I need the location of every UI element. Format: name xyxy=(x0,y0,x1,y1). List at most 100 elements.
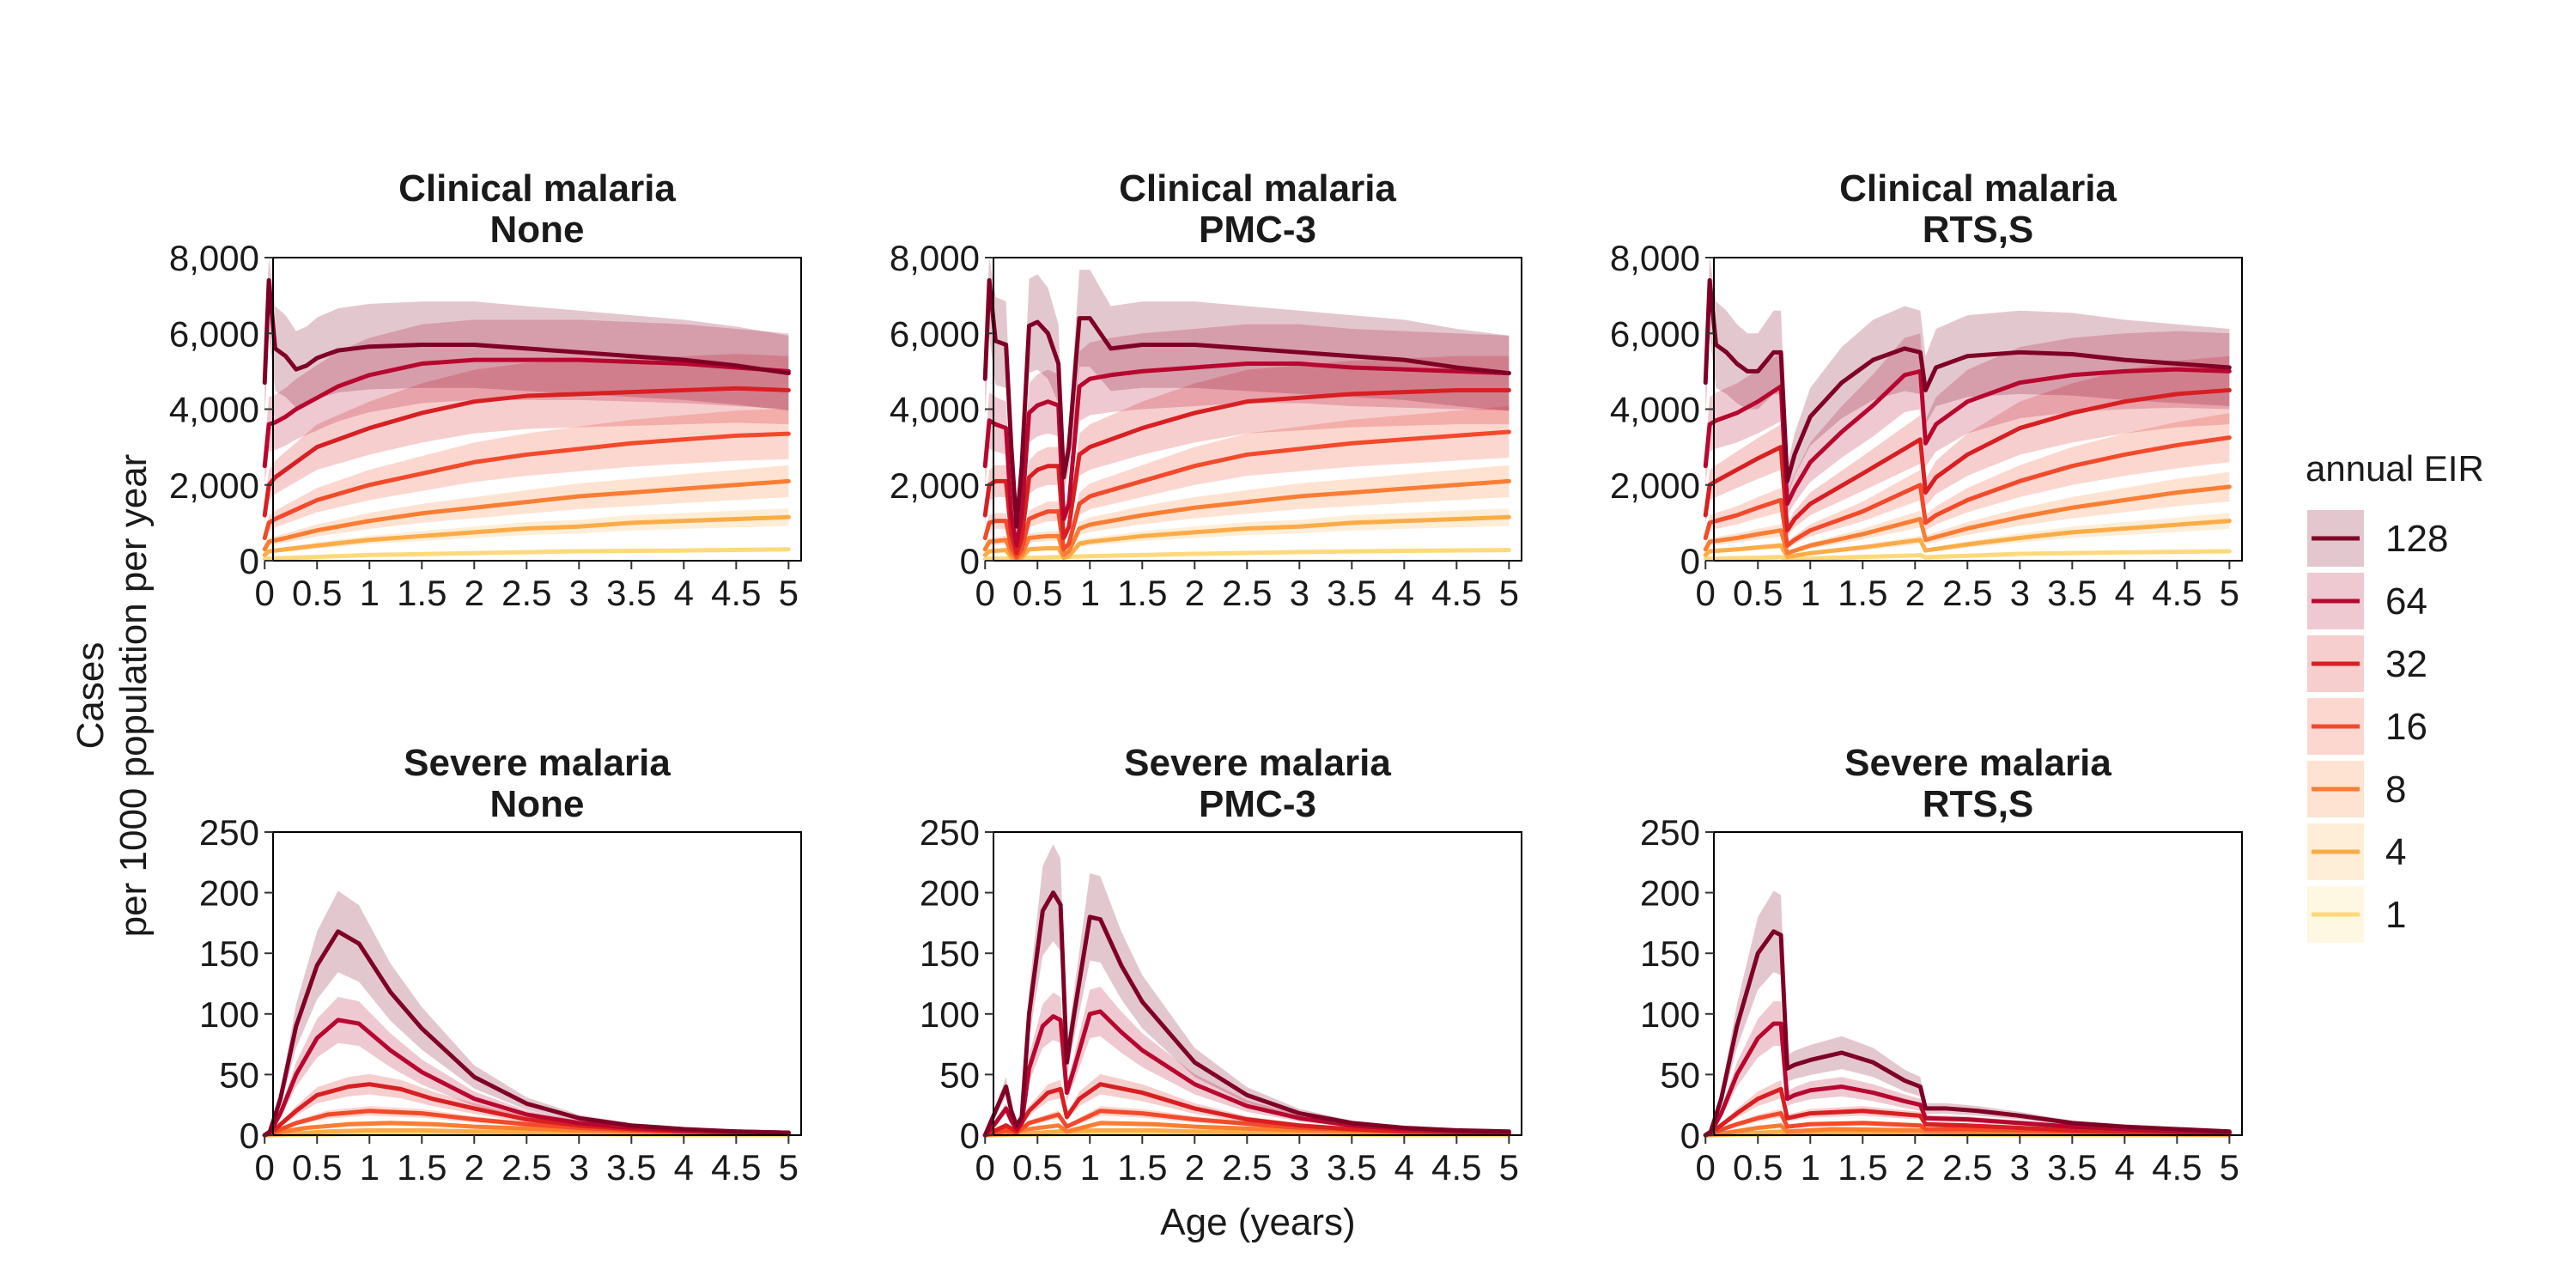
y-tick-label: 50 xyxy=(219,1054,259,1095)
y-tick-label: 50 xyxy=(1660,1054,1700,1095)
legend-item-eir-8: 8 xyxy=(2307,761,2406,817)
legend-item-eir-128: 128 xyxy=(2307,510,2448,567)
series-line-eir-8 xyxy=(982,478,1511,561)
x-tick-label: 3.5 xyxy=(2047,1147,2097,1188)
series-line-eir-8 xyxy=(262,478,791,552)
x-tick-label: 4 xyxy=(1394,1147,1414,1188)
x-tick-label: 5 xyxy=(1499,1147,1519,1188)
panel-intervention-title: RTS,S xyxy=(1923,783,2034,825)
x-tick-label: 1.5 xyxy=(397,573,447,613)
x-tick-label: 1 xyxy=(1801,1147,1820,1188)
x-tick-label: 4.5 xyxy=(2152,573,2202,613)
x-tick-label: 3.5 xyxy=(1327,573,1376,613)
series-line-eir-1 xyxy=(1703,549,2232,562)
x-tick-label: 0 xyxy=(255,1147,275,1188)
panel-intervention-title: PMC-3 xyxy=(1199,783,1316,825)
y-tick-label: 6,000 xyxy=(1610,313,1700,354)
y-tick-label: 4,000 xyxy=(1610,390,1700,430)
panel-intervention-title: None xyxy=(490,209,585,251)
x-tick-label: 0.5 xyxy=(292,573,342,613)
x-tick-label: 3 xyxy=(1290,1147,1309,1188)
uncertainty-band-eir-128 xyxy=(1705,258,2230,497)
legend-label: 4 xyxy=(2385,831,2406,873)
panel-border xyxy=(1713,831,2243,1136)
x-tick-label: 4.5 xyxy=(1431,1147,1481,1188)
y-tick-label: 2,000 xyxy=(1610,465,1700,506)
series-line-eir-8 xyxy=(1703,484,2232,556)
y-tick-label: 200 xyxy=(920,873,980,914)
x-tick-label: 2 xyxy=(465,573,484,613)
x-tick-label: 4.5 xyxy=(1431,573,1481,613)
x-tick-label: 3 xyxy=(1290,573,1309,613)
y-tick-label: 250 xyxy=(920,812,980,853)
panel-background xyxy=(993,258,1522,561)
series-line-eir-128 xyxy=(262,929,791,1138)
x-tick-label: 1.5 xyxy=(1117,1147,1167,1188)
x-tick-label: 1 xyxy=(1080,573,1100,613)
x-tick-label: 2 xyxy=(1185,573,1205,613)
x-tick-label: 4.5 xyxy=(711,573,761,613)
x-tick-label: 5 xyxy=(2220,573,2239,613)
x-tick-label: 1.5 xyxy=(1117,573,1167,613)
panel-outcome-title: Clinical malaria xyxy=(1119,167,1396,210)
x-tick-label: 1 xyxy=(1080,1147,1100,1188)
y-tick-label: 0 xyxy=(960,1115,980,1156)
panel-intervention-title: RTS,S xyxy=(1923,209,2034,251)
legend-item-eir-16: 16 xyxy=(2307,698,2427,755)
x-tick-label: 2.5 xyxy=(1942,573,1992,613)
x-tick-label: 0 xyxy=(1696,573,1716,613)
x-tick-label: 1.5 xyxy=(1838,1147,1887,1188)
x-tick-label: 3 xyxy=(569,1147,589,1188)
uncertainty-band-eir-8 xyxy=(1705,471,2230,555)
x-tick-label: 0.5 xyxy=(1733,573,1783,613)
series-line-eir-16 xyxy=(982,429,1511,560)
series-line-eir-64 xyxy=(262,357,791,469)
x-tick-label: 1 xyxy=(360,573,380,613)
x-tick-label: 5 xyxy=(779,1147,799,1188)
legend-label: 64 xyxy=(2385,580,2427,623)
x-tick-label: 2 xyxy=(1905,573,1925,613)
x-tick-label: 2.5 xyxy=(501,1147,551,1188)
series-line-eir-4 xyxy=(262,514,791,557)
series-line-eir-128 xyxy=(1703,929,2232,1138)
uncertainty-band-eir-8 xyxy=(264,465,789,552)
legend-title: annual EIR xyxy=(2306,448,2484,489)
uncertainty-band-eir-16 xyxy=(1705,412,2230,549)
x-axis-title: Age (years) xyxy=(1160,1201,1355,1243)
series-line-eir-1 xyxy=(982,548,1511,562)
x-tick-label: 2 xyxy=(1185,1147,1205,1188)
y-axis-title-line-1: Cases xyxy=(70,642,112,750)
x-tick-label: 5 xyxy=(779,573,799,613)
x-tick-label: 0 xyxy=(1696,1147,1716,1188)
uncertainty-band-eir-32 xyxy=(1705,355,2230,537)
y-tick-label: 4,000 xyxy=(890,390,980,430)
x-tick-label: 4 xyxy=(674,573,694,613)
panel-outcome-title: Clinical malaria xyxy=(1839,167,2117,210)
panel-intervention-title: PMC-3 xyxy=(1199,209,1316,251)
legend-label: 1 xyxy=(2385,894,2406,936)
y-tick-label: 250 xyxy=(199,812,259,853)
panel-outcome-title: Severe malaria xyxy=(1124,742,1391,784)
y-tick-label: 0 xyxy=(1680,541,1700,581)
series-line-eir-64 xyxy=(1703,367,2232,507)
x-tick-label: 4.5 xyxy=(711,1147,761,1188)
y-tick-label: 0 xyxy=(1680,1115,1700,1156)
x-tick-label: 2.5 xyxy=(1222,1147,1272,1188)
x-tick-label: 3.5 xyxy=(2047,573,2097,613)
panel-outcome-title: Severe malaria xyxy=(1844,742,2111,784)
x-tick-label: 2.5 xyxy=(1942,1147,1992,1188)
x-tick-label: 4 xyxy=(674,1147,694,1188)
x-tick-label: 0 xyxy=(975,573,995,613)
panel-background xyxy=(273,258,801,561)
uncertainty-band-eir-32 xyxy=(264,354,789,525)
series-line-eir-128 xyxy=(982,890,1511,1138)
series-line-eir-16 xyxy=(1703,1111,2232,1138)
y-tick-label: 0 xyxy=(240,1115,259,1156)
x-tick-label: 2 xyxy=(465,1147,484,1188)
panel-border xyxy=(272,831,802,1136)
